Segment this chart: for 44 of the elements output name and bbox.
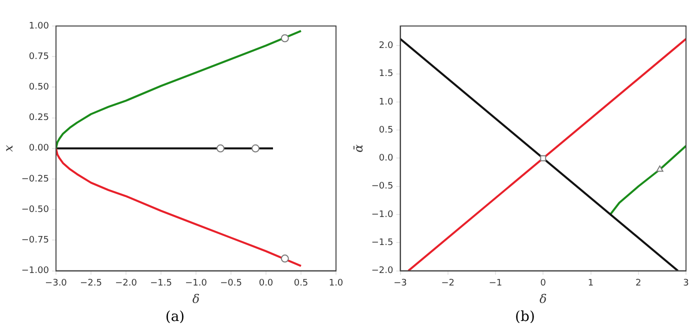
y-tick-label: 0.0 [378,154,394,164]
y-tick-label: 1.5 [378,69,394,80]
x-tick-label: 1.0 [328,278,344,289]
x-tick-label: 1 [588,278,594,289]
x-tick-label: −2.5 [80,278,102,289]
x-tick-label: −1 [488,278,502,289]
y-tick-label: 1.0 [378,97,394,108]
y-tick-label: 0.50 [28,82,50,93]
x-tick-label: −0.5 [220,278,242,289]
x-tick-label: −2.0 [115,278,138,289]
y-tick-label: −1.00 [21,266,50,276]
y-tick-label: −0.75 [21,236,49,246]
y-tick-label: 0.00 [28,144,50,154]
y-tick-label: 0.25 [28,113,49,124]
y-tick-label: −1.0 [371,210,394,220]
x-tick-label: 0.5 [294,278,308,289]
x-tick-label: 3 [683,278,689,289]
y-axis-title: ᾱ [351,144,366,152]
x-tick-label: 0.0 [258,278,274,289]
point [216,144,224,152]
x-axis-title: δ [192,292,200,306]
text: (a) [164,308,186,326]
x-tick-label: −3 [394,278,407,289]
y-axis-title: x [1,144,16,152]
x-tick-label: −1.0 [185,278,208,289]
x-axis-title: δ [540,292,547,306]
x-tick-label: −3.0 [45,278,68,289]
x-tick-label: 2 [636,278,642,289]
y-tick-label: 0.5 [378,125,394,136]
point [280,34,289,42]
y-tick-label: 2.0 [378,41,394,52]
y-tick-label: −1.5 [371,238,394,248]
y-tick-label: −0.50 [21,204,50,215]
x-tick-label: 0 [540,278,546,289]
x-tick-label: −2 [441,278,455,289]
x-tick-label: −1.5 [150,278,172,289]
point [280,254,289,263]
y-tick-label: −0.25 [21,174,49,184]
text: (b) [514,308,536,326]
point [251,144,260,152]
y-tick-label: 1.00 [28,21,50,32]
y-tick-label: −0.5 [371,182,394,192]
y-tick-label: −2.0 [371,266,394,276]
y-tick-label: 0.75 [28,52,49,62]
